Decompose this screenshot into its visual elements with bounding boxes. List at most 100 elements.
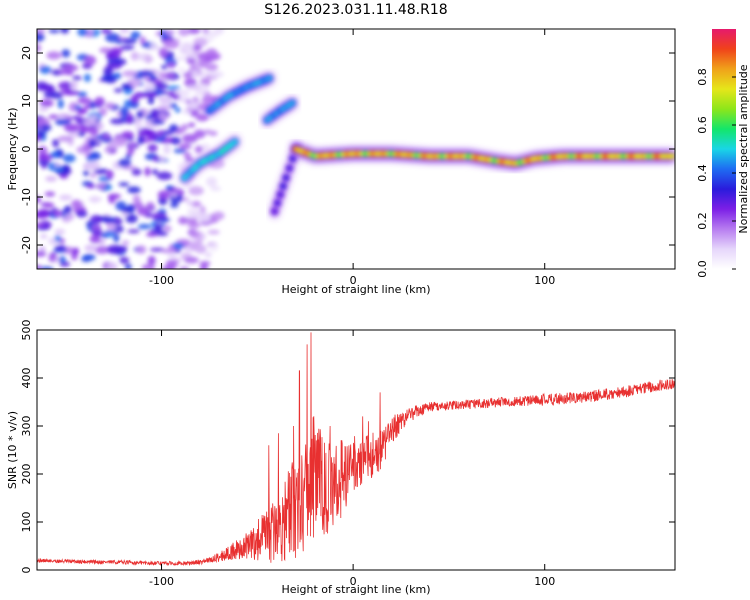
noise-blob <box>121 131 135 139</box>
noise-blob <box>41 124 52 131</box>
noise-blob <box>61 49 71 58</box>
noise-blob <box>58 194 73 201</box>
noise-blob <box>122 70 138 78</box>
noise-blob <box>185 217 198 224</box>
noise-blob <box>111 72 122 79</box>
noise-blob <box>45 175 57 182</box>
colorbar-tick-label: 0.6 <box>696 116 709 134</box>
noise-blob <box>184 256 199 264</box>
noise-blob <box>124 263 132 269</box>
noise-blob <box>62 153 76 163</box>
noise-blob <box>37 208 51 219</box>
noise-blob <box>57 69 72 75</box>
noise-blob <box>105 229 116 238</box>
noise-blob <box>164 29 176 36</box>
noise-blob <box>90 214 103 224</box>
noise-blob <box>145 90 157 98</box>
noise-blob <box>40 234 48 239</box>
noise-blob <box>206 48 218 56</box>
noise-blob <box>54 228 66 235</box>
noise-blob <box>37 196 42 203</box>
noise-blob <box>121 212 128 217</box>
noise-blob <box>48 114 59 120</box>
noise-blob <box>186 200 194 206</box>
snr-xtick-label: -100 <box>149 575 174 588</box>
noise-blob <box>93 168 108 175</box>
noise-blob <box>89 126 99 136</box>
snr-ytick-label: 500 <box>20 320 33 341</box>
noise-blob <box>207 229 220 235</box>
noise-blob <box>58 255 66 264</box>
noise-blob <box>166 185 173 190</box>
noise-blob <box>204 251 212 258</box>
noise-blob <box>108 194 116 204</box>
noise-blob <box>115 201 127 211</box>
noise-blob <box>206 176 218 187</box>
figure-title: S126.2023.031.11.48.R18 <box>264 2 447 18</box>
noise-blob <box>210 186 222 192</box>
noise-blob <box>145 54 152 64</box>
noise-blob <box>88 196 103 203</box>
noise-blob <box>178 216 189 225</box>
noise-blob <box>212 211 225 221</box>
noise-blob <box>199 262 209 269</box>
noise-blob <box>37 153 54 161</box>
spectrogram-ytick-label: -10 <box>20 188 33 206</box>
noise-blob <box>166 61 177 69</box>
noise-blob <box>64 205 72 214</box>
noise-blob <box>125 213 138 224</box>
noise-blob <box>52 138 60 148</box>
snr-ticks: -100 0 100 0 100 200 300 400 500 <box>20 320 675 588</box>
noise-blob <box>70 80 78 90</box>
noise-blob <box>204 55 219 61</box>
noise-blob <box>157 190 171 200</box>
noise-blob <box>149 108 160 117</box>
noise-blob <box>88 115 99 121</box>
colorbar-label: Normalized spectral amplitude <box>737 64 750 233</box>
noise-blob <box>163 144 171 155</box>
noise-blob <box>94 96 105 107</box>
spectrogram-xlabel: Height of straight line (km) <box>281 283 430 296</box>
snr-ytick-label: 100 <box>20 512 33 533</box>
noise-blob <box>198 215 211 223</box>
noise-blob <box>53 209 63 218</box>
noise-blob <box>199 234 207 240</box>
snr-xlabel: Height of straight line (km) <box>281 583 430 596</box>
noise-blob <box>71 199 82 209</box>
noise-blob <box>113 88 123 93</box>
noise-blob <box>101 74 115 82</box>
snr-series-line <box>37 332 675 567</box>
noise-blob <box>186 84 201 90</box>
noise-blob <box>130 51 140 61</box>
noise-blob <box>156 171 173 181</box>
noise-blob <box>48 88 56 93</box>
noise-blob <box>63 89 80 96</box>
noise-blob <box>54 166 64 172</box>
snr-xtick-label: 0 <box>350 575 357 588</box>
noise-blob <box>37 145 48 155</box>
snr-ytick-label: 200 <box>20 464 33 485</box>
noise-blob <box>106 61 122 70</box>
noise-blob <box>195 113 209 122</box>
noise-blob <box>106 244 123 255</box>
noise-blob <box>37 107 49 112</box>
heat-core <box>279 182 287 190</box>
noise-blob <box>183 152 192 158</box>
noise-blob <box>156 217 171 223</box>
noise-blob <box>41 162 48 169</box>
noise-blob <box>77 29 89 37</box>
noise-blob <box>160 248 176 254</box>
noise-blob <box>85 160 101 171</box>
noise-blob <box>43 202 55 209</box>
noise-blob <box>129 141 136 149</box>
noise-blob <box>167 253 177 259</box>
noise-blob <box>178 29 191 37</box>
noise-blob <box>135 245 147 254</box>
noise-blob <box>84 55 97 66</box>
noise-blob <box>186 29 201 35</box>
noise-blob <box>115 39 123 45</box>
noise-blob <box>184 157 195 163</box>
noise-blob <box>202 29 210 35</box>
noise-blob <box>38 158 51 166</box>
noise-blob <box>194 145 204 154</box>
